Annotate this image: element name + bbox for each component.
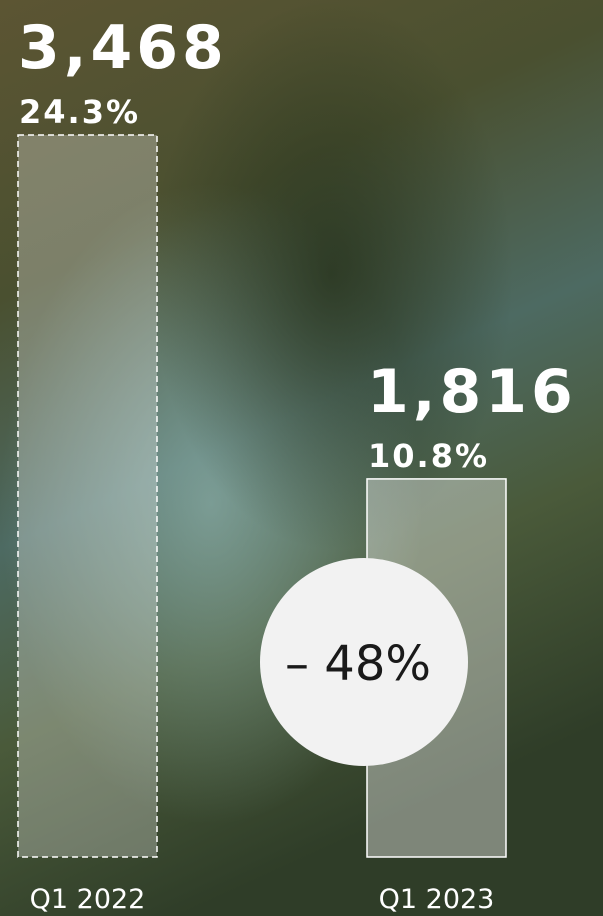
category-label: Q1 2023	[379, 884, 495, 915]
percent-label: 24.3%	[19, 93, 140, 131]
page: 3,468 24.3% Q1 2022 1,816 10.8% Q1 2023 – 48%…	[0, 0, 603, 916]
chart: 3,468 24.3% Q1 2022 1,816 10.8% Q1 2023 – 48%	[0, 0, 603, 916]
value-label: 3,468	[18, 13, 228, 83]
percent-label: 10.8%	[368, 437, 489, 475]
change-label: – 48%	[285, 636, 431, 692]
bar	[18, 135, 157, 857]
value-label: 1,816	[367, 357, 577, 427]
category-label: Q1 2022	[30, 884, 146, 915]
